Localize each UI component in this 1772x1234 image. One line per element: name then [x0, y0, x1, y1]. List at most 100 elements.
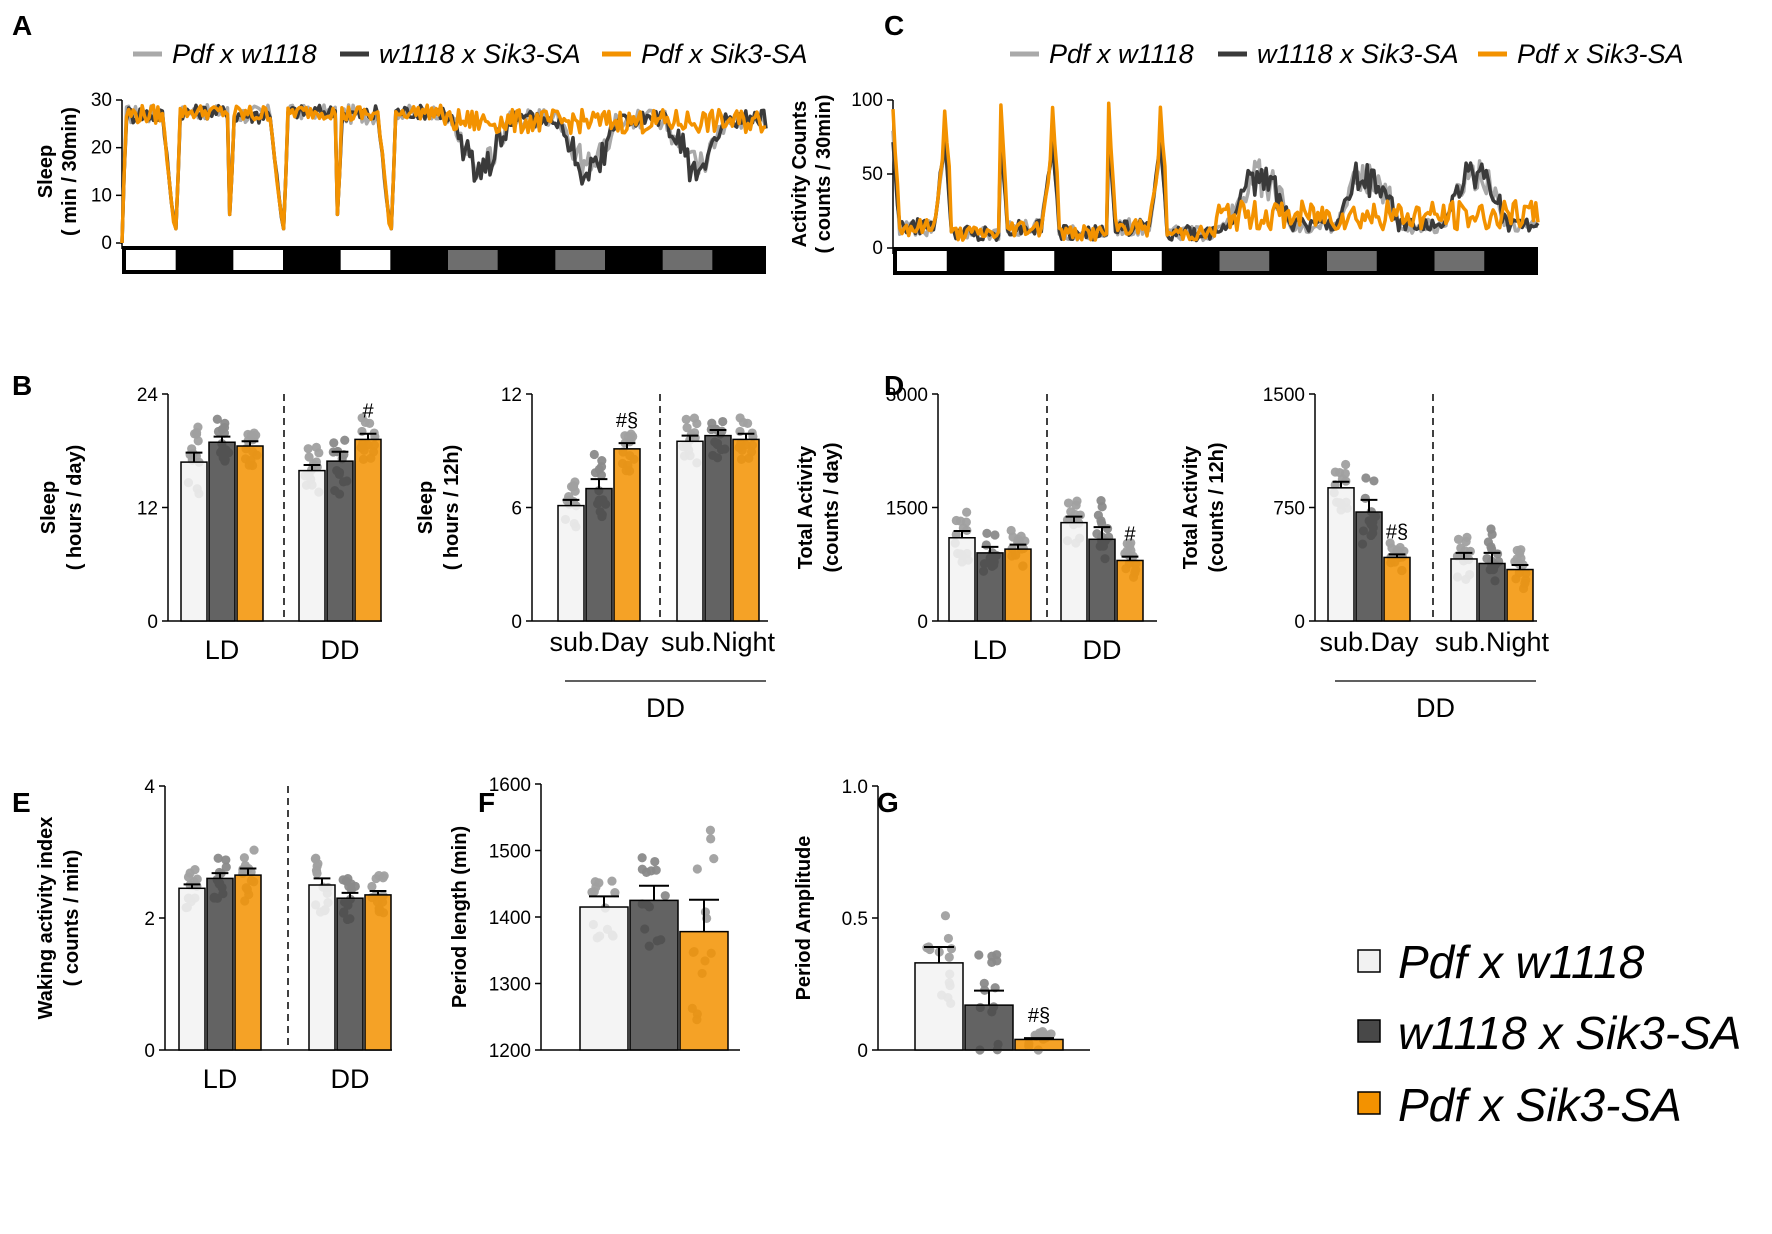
bar-0-0 — [948, 537, 976, 622]
legend-label-2: Pdf x Sik3-SA — [1398, 1079, 1682, 1131]
y-title: Total Activity — [795, 445, 817, 569]
data-dot — [239, 853, 249, 863]
bar-0-2 — [679, 930, 729, 1051]
significance-mark: # — [1124, 524, 1136, 546]
bar-0-0 — [579, 906, 629, 1051]
data-dot — [940, 911, 951, 921]
bar-0-2 — [236, 445, 264, 622]
data-dot — [1063, 498, 1074, 508]
light-phase — [340, 250, 391, 270]
legend-top-C-0: Pdf x w1118 — [1049, 39, 1194, 69]
y-tick-label: 0 — [1294, 612, 1305, 633]
data-dot — [692, 864, 702, 874]
bar-0-1 — [1355, 511, 1383, 622]
y-tick-label: 0 — [147, 612, 158, 633]
panel-label-C: C — [884, 10, 904, 41]
data-dot — [221, 862, 231, 872]
chart-D1: 0 1500 3000 Total Activity (counts / day) LD #… — [795, 385, 1157, 665]
data-dot — [311, 442, 321, 452]
bar-1-0 — [1060, 521, 1088, 622]
bar-1-0 — [676, 440, 704, 622]
chart-D2: 0 750 1500 Total Activity (counts / 12h) #§ su… — [1180, 385, 1550, 723]
legend-main: Pdf x w1118 w1118 x Sik3-SA Pdf x Sik3-S… — [1357, 936, 1741, 1131]
bar-0-1 — [208, 441, 236, 622]
y-tick-label: 1200 — [489, 1041, 531, 1062]
bar-0-2 — [1383, 556, 1411, 622]
legend-swatch-2 — [1357, 1091, 1381, 1115]
y-tick-label: 0 — [857, 1041, 868, 1062]
data-dot — [607, 876, 617, 886]
bar-1-0 — [298, 469, 326, 622]
data-dot — [589, 449, 599, 460]
chart-A: 0 10 20 30 Sleep( min / 30min) — [35, 90, 768, 274]
group-label: sub.Night — [1435, 627, 1550, 657]
y-tick-label: 2 — [144, 909, 155, 930]
y-tick-label: 0 — [872, 238, 883, 259]
data-dot — [365, 418, 375, 428]
data-dot — [212, 414, 222, 424]
subjective-day — [1219, 251, 1270, 271]
y-tick-label: 1500 — [886, 499, 928, 520]
group-label: LD — [973, 635, 1008, 665]
chart-F: 1200 1300 1400 1500 1600 Period length (min) — [449, 775, 740, 1062]
legend-top-C-1: w1118 x Sik3-SA — [1257, 39, 1459, 69]
panel-label-A: A — [12, 10, 32, 41]
series-line-2 — [120, 103, 766, 244]
data-dot — [329, 438, 339, 448]
data-dot — [962, 507, 972, 517]
light-phase — [126, 250, 176, 270]
subjective-day — [662, 250, 713, 270]
bar-1-1 — [326, 460, 354, 622]
data-dot — [682, 423, 692, 433]
bar-1-2 — [1116, 559, 1144, 622]
data-dot — [689, 413, 699, 423]
data-dot — [187, 444, 197, 454]
y-subtitle: ( counts / min) — [61, 850, 83, 987]
data-dot — [378, 873, 388, 883]
data-dot — [651, 865, 661, 875]
y-subtitle: (counts / day) — [821, 442, 843, 572]
y-title: Sleep — [415, 481, 437, 534]
bar-0-2 — [1004, 548, 1032, 622]
light-phase — [233, 250, 283, 270]
data-dot — [943, 933, 954, 944]
data-dot — [623, 431, 634, 442]
data-dot — [367, 881, 377, 892]
y-title: Activity Counts — [789, 101, 811, 248]
chart-E: 0 2 4 Waking activity index( counts / min) L… — [35, 777, 392, 1094]
bar-0-0 — [180, 461, 208, 622]
data-dot — [246, 430, 257, 440]
y-tick-label: 3000 — [886, 385, 928, 406]
y-tick-label: 1.0 — [842, 777, 868, 798]
data-dot — [705, 825, 716, 835]
legend-top-C-2: Pdf x Sik3-SA — [1517, 39, 1684, 69]
y-tick-label: 1600 — [489, 775, 531, 796]
data-dot — [641, 867, 652, 878]
data-dot — [992, 956, 1002, 966]
data-dot — [566, 482, 577, 492]
bar-1-2 — [354, 438, 382, 622]
data-dot — [1097, 518, 1107, 528]
bar-0-0 — [557, 504, 585, 622]
y-tick-label: 12 — [501, 385, 522, 406]
panel-label-D: D — [884, 370, 904, 401]
data-dot — [193, 436, 203, 446]
data-dot — [1453, 534, 1464, 544]
data-dot — [979, 978, 989, 988]
y-tick-label: 0 — [144, 1041, 155, 1062]
y-tick-label: 0.5 — [842, 909, 868, 930]
significance-mark: #§ — [1386, 521, 1408, 543]
data-dot — [1516, 545, 1526, 555]
legend-top-A-0: Pdf x w1118 — [172, 39, 317, 69]
y-subtitle: ( min / 30min) — [59, 107, 81, 236]
y-subtitle: ( hours / 12h) — [441, 445, 463, 571]
data-dot — [637, 853, 647, 863]
y-title: Total Activity — [1180, 445, 1202, 569]
data-dot — [681, 414, 691, 424]
data-dot — [1486, 524, 1496, 534]
bar-0-2 — [613, 448, 641, 622]
significance-mark: # — [362, 401, 374, 423]
bar-1-2 — [364, 894, 392, 1051]
subjective-day — [448, 250, 498, 270]
